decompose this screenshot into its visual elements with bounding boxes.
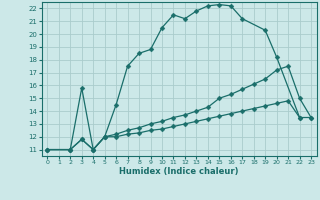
X-axis label: Humidex (Indice chaleur): Humidex (Indice chaleur) (119, 167, 239, 176)
